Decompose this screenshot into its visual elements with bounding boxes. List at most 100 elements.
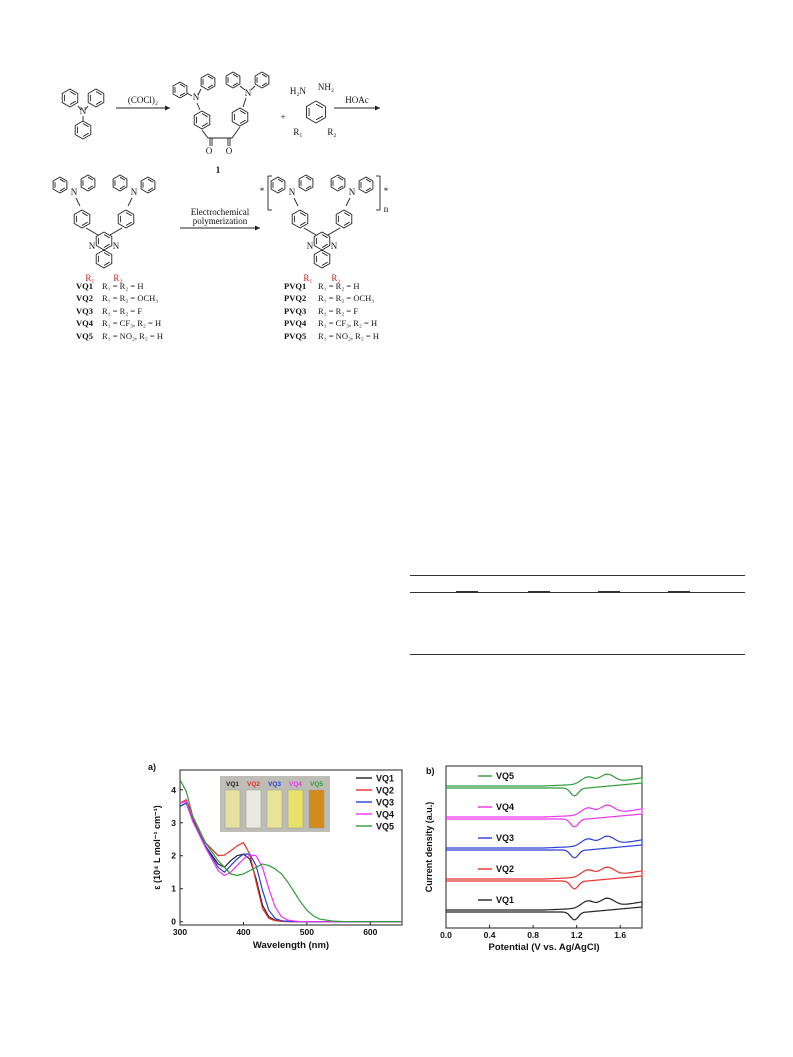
monomer-name: VQ3 bbox=[76, 305, 93, 316]
double-bond bbox=[69, 91, 76, 96]
double-bond bbox=[239, 119, 246, 124]
bond bbox=[303, 227, 317, 236]
amine-label: H₂N bbox=[290, 86, 307, 96]
oxygen-atom: O bbox=[206, 146, 213, 156]
bond bbox=[327, 227, 341, 236]
x-axis-label: Potential (V vs. Ag/AgCl) bbox=[488, 942, 599, 953]
nitrogen-atom: N bbox=[80, 106, 87, 116]
double-bond bbox=[119, 176, 126, 181]
legend-label: VQ5 bbox=[496, 771, 514, 781]
vial bbox=[308, 789, 325, 829]
double-bond bbox=[95, 91, 102, 96]
benzene-ring bbox=[306, 100, 326, 124]
bond bbox=[85, 227, 99, 236]
monomer-row: VQ5 R₁ = NO₂, R₂ = H bbox=[76, 330, 163, 342]
y-tick-label: 2 bbox=[171, 851, 176, 861]
y-axis-label: Current density (a.u.) bbox=[424, 802, 434, 893]
bond bbox=[196, 102, 201, 111]
double-bond bbox=[179, 83, 186, 88]
benzene-ring bbox=[254, 71, 270, 89]
cv-curve-vq4 bbox=[446, 804, 643, 828]
polymer-substituents: R₁ = CF₃, R₂ = H bbox=[318, 318, 378, 329]
cv-chart: b) 0.0 0.4 0.8 1.2 1.6 Potential (V vs. Ag/AgC… bbox=[424, 765, 643, 953]
diamine: H₂N NH₂ R₁ R₂ bbox=[290, 82, 337, 137]
compound-number: 1 bbox=[216, 165, 221, 175]
table-header-marks bbox=[410, 591, 745, 593]
y-tick-label: 4 bbox=[171, 785, 176, 795]
bond bbox=[239, 85, 246, 91]
chain-end: * bbox=[384, 186, 389, 196]
double-bond bbox=[147, 187, 154, 192]
nitrogen-atom: N bbox=[89, 241, 96, 251]
double-bond bbox=[103, 243, 110, 248]
x-tick-label: 1.6 bbox=[614, 930, 626, 940]
monomer-row: VQ2 R₁ = R₂ = OCH₃ bbox=[76, 292, 163, 304]
legend-label: VQ1 bbox=[376, 774, 394, 784]
double-bond bbox=[59, 178, 66, 183]
panel-label: a) bbox=[148, 762, 156, 772]
bond bbox=[201, 129, 209, 139]
vial-label: VQ1 bbox=[226, 781, 239, 788]
monomer-name: VQ4 bbox=[76, 318, 93, 329]
bond bbox=[84, 105, 89, 111]
double-bond bbox=[315, 103, 324, 109]
bond bbox=[250, 85, 256, 91]
polymer-structure: N N N N R₁ R₂ n * * bbox=[260, 174, 389, 283]
double-bond bbox=[179, 92, 186, 97]
bond bbox=[186, 92, 193, 97]
monomer-name: VQ5 bbox=[76, 330, 93, 341]
triphenylamine: N bbox=[61, 88, 105, 140]
benzene-ring bbox=[117, 209, 135, 229]
double-bond bbox=[343, 221, 350, 226]
polymer-row: PVQ4 R₁ = CF₃, R₂ = H bbox=[284, 317, 379, 329]
polymer-row: PVQ3 R₁ = R₂ = F bbox=[284, 305, 379, 317]
nitrogen-atom: N bbox=[245, 88, 252, 98]
cv-curve-vq5 bbox=[446, 773, 643, 797]
double-bond bbox=[201, 113, 208, 118]
oxygen-atom: O bbox=[226, 146, 233, 156]
vial-label: VQ4 bbox=[289, 781, 302, 788]
double-bond bbox=[207, 84, 214, 89]
double-bond bbox=[82, 132, 89, 137]
benzene-ring bbox=[335, 209, 353, 229]
bond bbox=[77, 105, 82, 111]
r1-label: R₁ bbox=[303, 273, 312, 283]
nitrogen-atom: N bbox=[71, 187, 78, 197]
vial bbox=[287, 789, 304, 829]
double-bond bbox=[82, 123, 89, 128]
reagent-polymerization: polymerization bbox=[193, 216, 248, 226]
x-tick-label: 400 bbox=[236, 927, 250, 937]
benzene-ring bbox=[270, 176, 286, 194]
monomer-row: VQ4 R₁ = CF₃, R₂ = H bbox=[76, 317, 163, 329]
legend-label: VQ3 bbox=[376, 798, 394, 808]
vial-label: VQ5 bbox=[310, 781, 323, 788]
polymer-name: PVQ2 bbox=[284, 293, 307, 304]
double-bond bbox=[201, 122, 208, 127]
r1-label: R₁ bbox=[293, 127, 302, 137]
benzene-ring bbox=[225, 71, 241, 89]
bond bbox=[75, 197, 81, 207]
legend-label: VQ2 bbox=[376, 786, 394, 796]
double-bond bbox=[365, 187, 372, 192]
nitrogen-atom: N bbox=[289, 187, 296, 197]
double-bond bbox=[299, 221, 306, 226]
r2-label: R₂ bbox=[113, 273, 122, 283]
benzene-ring bbox=[52, 176, 68, 194]
plus-sign: + bbox=[280, 112, 285, 122]
reaction-scheme: N (COCl)₂ N N O O1 + H₂N NH₂ R₁ R₂ HOAc N N N N R₁ R₂ Elec… bbox=[52, 71, 389, 283]
polymer-name: PVQ3 bbox=[284, 305, 307, 316]
monomer-substituents: R₁ = R₂ = OCH₃ bbox=[102, 293, 159, 304]
legend-label: VQ3 bbox=[496, 833, 514, 843]
amine-label: NH₂ bbox=[318, 82, 334, 92]
reagent-electrochemical: Electrochemical bbox=[191, 207, 250, 217]
series-line-vq4 bbox=[179, 800, 402, 923]
double-bond bbox=[305, 185, 312, 190]
double-bond bbox=[119, 185, 126, 190]
bond bbox=[109, 227, 123, 236]
x-tick-label: 300 bbox=[173, 927, 187, 937]
double-bond bbox=[81, 212, 88, 217]
cv-curve-vq3 bbox=[446, 835, 643, 859]
legend-label: VQ4 bbox=[496, 802, 514, 812]
polymer-substituents: R₁ = NO₂, R₂ = H bbox=[318, 330, 379, 341]
double-bond bbox=[232, 82, 239, 87]
